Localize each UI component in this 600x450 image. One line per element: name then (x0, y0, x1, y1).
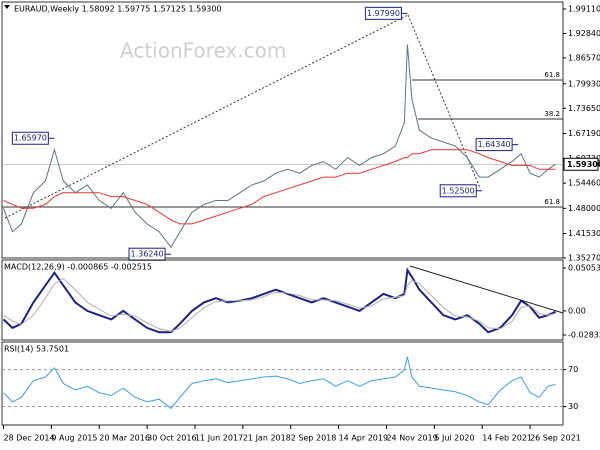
y-tick-label: 1.73650 (568, 104, 600, 113)
y-tick-label: 1.54460 (568, 179, 600, 188)
series-line (3, 356, 556, 410)
x-tick-label: 20 Mar 2016 (99, 434, 150, 443)
watermark: ActionForex.com (120, 39, 286, 63)
y-tick-label: 1.79930 (568, 79, 600, 88)
series-line (3, 277, 556, 332)
y-tick-label: 1.92840 (568, 29, 600, 38)
x-tick-label: 9 Aug 2015 (51, 434, 97, 443)
x-tick-label: 28 Dec 2014 (3, 434, 54, 443)
y-tick-label: -0.028323 (568, 331, 600, 340)
point-label: 1.52500 (442, 186, 475, 195)
label-box (475, 138, 513, 152)
label-box (439, 184, 477, 198)
point-label: 1.64340 (478, 140, 511, 149)
point-label: 1.97990 (367, 9, 400, 18)
fib-label: 38.2 (544, 110, 560, 118)
last-price-box (563, 157, 599, 171)
panel-title: EURAUD,Weekly 1.58092 1.59775 1.57125 1.… (14, 5, 222, 14)
last-price-label: 1.59300 (567, 160, 600, 169)
y-tick-label: 70 (568, 365, 578, 374)
fib-label: 61.8 (544, 71, 560, 79)
x-tick-label: 2 Sep 2018 (291, 434, 337, 443)
macd-trend-line (409, 265, 564, 314)
y-tick-label: 1.35270 (568, 254, 600, 263)
point-label: 1.65970 (14, 134, 47, 143)
x-tick-label: 30 Oct 2016 (147, 434, 196, 443)
x-tick-label: 21 Jan 2018 (243, 434, 291, 443)
panel-frame (1, 1, 564, 259)
y-tick-label: 1.41530 (568, 229, 600, 238)
label-box (364, 6, 402, 20)
point-label: 1.36240 (131, 250, 164, 259)
x-tick-label: 14 Feb 2021 (482, 434, 532, 443)
label-box (11, 131, 49, 145)
y-tick-label: 1.67190 (568, 129, 600, 138)
y-tick-label: 0.05053 (568, 263, 600, 272)
x-tick-label: 14 Apr 2019 (339, 434, 388, 443)
x-tick-label: 11 Jun 2017 (195, 434, 243, 443)
trend-line (4, 14, 409, 219)
series-line (3, 149, 556, 225)
x-tick-label: 26 Sep 2021 (530, 434, 581, 443)
y-tick-label: 1.48000 (568, 204, 600, 213)
panel-frame (1, 341, 564, 426)
y-tick-label: 0.00 (568, 306, 586, 315)
panel-title: MACD(12,26,9) -0.000865 -0.002515 (4, 263, 152, 272)
y-tick-label: 1.99110 (568, 4, 600, 13)
fib-label: 61.8 (544, 198, 560, 206)
y-tick-label: 1.86570 (568, 53, 600, 62)
x-tick-label: 5 Jul 2020 (434, 434, 474, 443)
panel-title: RSI(14) 53.7501 (4, 345, 69, 354)
y-tick-label: 30 (568, 402, 578, 411)
x-tick-label: 24 Nov 2019 (386, 434, 437, 443)
menu-arrow (4, 5, 10, 9)
panel-frame (1, 259, 564, 341)
